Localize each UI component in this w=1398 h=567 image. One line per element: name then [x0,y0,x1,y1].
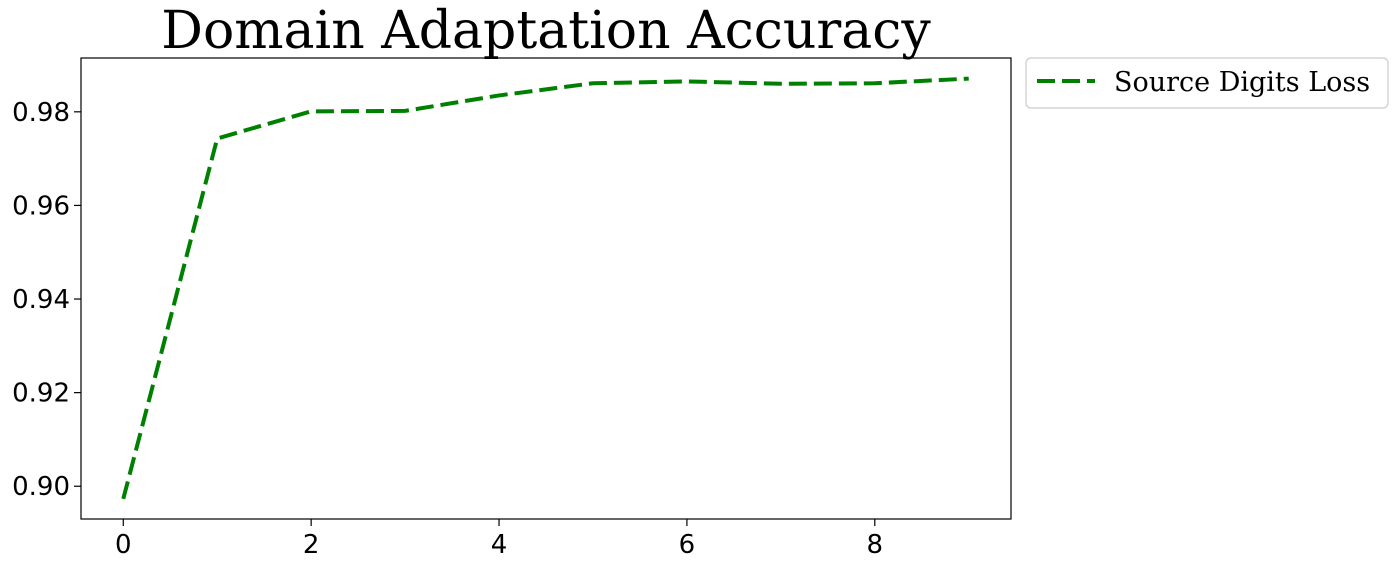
y-tick-label: 0.90 [12,472,70,502]
x-tick-label: 4 [491,530,508,560]
y-tick-label: 0.94 [12,285,70,315]
legend-box [1025,57,1389,109]
x-tick-label: 8 [867,530,884,560]
plot-area-frame [80,57,1012,520]
legend-label-source-digits-loss: Source Digits Loss [1114,67,1370,98]
series-line-source-digits-loss [121,76,969,500]
y-tick-label: 0.92 [12,379,70,409]
chart-title: Domain Adaptation Accuracy [161,1,931,61]
series-layer [121,76,969,500]
legend: Source Digits Loss [1025,57,1389,109]
x-tick-label: 0 [115,530,132,560]
y-axis: 0.90 0.92 0.94 0.96 0.98 [12,98,81,502]
x-axis: 0 2 4 6 8 [115,519,883,560]
x-tick-label: 6 [679,530,696,560]
y-tick-label: 0.98 [12,98,70,128]
y-tick-label: 0.96 [12,191,70,221]
x-tick-label: 2 [303,530,320,560]
